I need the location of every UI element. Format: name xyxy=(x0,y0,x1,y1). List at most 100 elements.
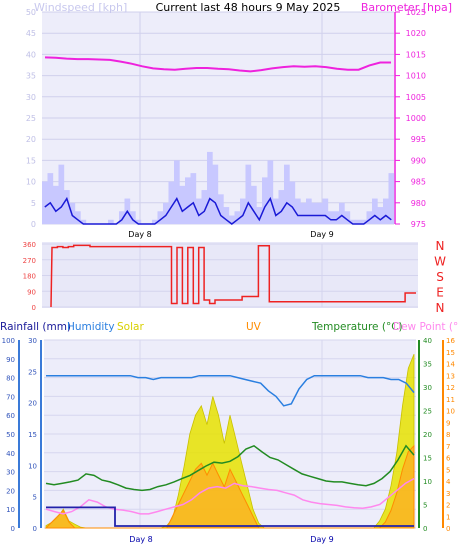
wind-y-tick: 5 xyxy=(31,199,36,208)
uv-y-tick: 4 xyxy=(446,478,451,486)
temperature-y-tick: 5 xyxy=(423,502,427,510)
barometer-label: Barometer [hpa] xyxy=(361,1,452,14)
rainfall-y-tick: 10 xyxy=(28,462,37,470)
climate-legend: Rainfall (mm)Humidity Solar UV Temperature … xyxy=(0,321,458,333)
wind-gust-bar xyxy=(350,219,356,224)
temperature-y-tick: 20 xyxy=(423,431,432,439)
uv-y-tick: 8 xyxy=(446,431,450,439)
uv-y-tick: 11 xyxy=(446,396,455,404)
wind-gust-bar xyxy=(201,190,208,224)
wind-grid: 0510152025303540455097598098599099510001… xyxy=(26,8,426,239)
uv-y-tick: 9 xyxy=(446,419,450,427)
wind-series xyxy=(42,56,395,225)
wind-gust-bar xyxy=(245,164,252,224)
wind-gust-bar xyxy=(130,211,136,224)
wind-y-tick: 40 xyxy=(26,50,36,59)
wind-gust-bar xyxy=(58,164,65,224)
compass-label: S xyxy=(436,270,444,284)
wind-gust-bar xyxy=(229,215,235,224)
chart-title: Current last 48 hours 9 May 2025 xyxy=(156,1,341,14)
barometer-line xyxy=(44,56,391,73)
rainfall-y-tick: 30 xyxy=(28,337,37,345)
humidity-y-tick: 10 xyxy=(6,506,15,514)
barometer-y-tick: 995 xyxy=(411,135,426,144)
wind-gust-bar xyxy=(322,198,329,224)
wind-gust-bar xyxy=(163,202,169,224)
temperature-y-tick: 15 xyxy=(423,455,432,463)
barometer-y-tick: 990 xyxy=(411,156,426,165)
wind-gust-bar xyxy=(311,202,318,224)
wind-gust-bar xyxy=(344,211,351,224)
wind-gust-bar xyxy=(64,190,70,224)
wind-gust-bar xyxy=(333,211,340,224)
barometer-y-tick: 985 xyxy=(411,178,426,187)
direction-series xyxy=(50,244,416,308)
barometer-y-tick: 1015 xyxy=(406,50,426,59)
wind-gust-bar xyxy=(366,211,373,224)
barometer-y-tick: 1005 xyxy=(406,93,426,102)
wind-gust-bar xyxy=(234,211,241,224)
wind-gust-bar xyxy=(256,207,263,224)
barometer-y-tick: 1020 xyxy=(406,29,426,38)
wind-gust-bar xyxy=(119,211,125,224)
wind-gust-bar xyxy=(361,219,367,224)
temperature-y-tick: 35 xyxy=(423,361,432,369)
wind-gust-bar xyxy=(212,164,219,224)
compass-label: N xyxy=(436,239,445,253)
temperature-y-tick: 0 xyxy=(423,525,427,533)
wind-gust-bar xyxy=(47,173,54,224)
climate-axes: 0102030405060708090100051015202530051015… xyxy=(2,337,456,544)
humidity-y-tick: 40 xyxy=(6,450,15,458)
legend-humidity: Humidity xyxy=(67,321,115,333)
climate-series xyxy=(44,353,415,529)
humidity-y-tick: 60 xyxy=(6,412,15,420)
wind-gust-bar xyxy=(267,160,274,224)
wind-gust-bar xyxy=(152,219,158,224)
humidity-y-tick: 90 xyxy=(6,356,15,364)
temperature-y-tick: 40 xyxy=(423,337,432,345)
direction-y-tick: 360 xyxy=(23,241,36,249)
humidity-y-tick: 80 xyxy=(6,375,15,383)
wind-left-label: Windspeed [kph] xyxy=(34,1,127,14)
wind-gust-bar xyxy=(278,190,285,224)
wind-direction-line xyxy=(50,244,416,308)
wind-gust-bar xyxy=(262,177,268,224)
wind-gust-bar xyxy=(135,219,142,224)
wind-gust-bar xyxy=(273,198,279,224)
humidity-y-tick: 100 xyxy=(2,337,15,345)
wind-gust-bar xyxy=(223,207,230,224)
wind-y-tick: 50 xyxy=(26,8,36,17)
wind-gust-bar xyxy=(289,181,296,224)
uv-y-tick: 6 xyxy=(446,455,451,463)
wind-y-tick: 45 xyxy=(26,29,36,38)
wind-x-tick: Day 8 xyxy=(128,230,151,239)
direction-y-tick: 90 xyxy=(27,288,36,296)
legend-rainfall: Rainfall (mm) xyxy=(0,321,71,333)
wind-y-tick: 25 xyxy=(26,114,36,123)
legend-solar: Solar xyxy=(117,321,144,333)
barometer-y-tick: 1010 xyxy=(406,72,426,81)
uv-y-tick: 0 xyxy=(446,525,450,533)
compass-label: E xyxy=(436,286,444,300)
barometer-y-tick: 980 xyxy=(411,199,426,208)
wind-gust-bar xyxy=(372,198,378,224)
temperature-y-tick: 25 xyxy=(423,408,432,416)
direction-y-tick: 0 xyxy=(32,304,36,312)
wind-gust-bar xyxy=(300,202,307,224)
wind-gust-bar xyxy=(190,173,197,224)
rainfall-y-tick: 5 xyxy=(33,494,37,502)
uv-y-tick: 5 xyxy=(446,466,450,474)
humidity-y-tick: 20 xyxy=(6,487,15,495)
temperature-line xyxy=(45,444,415,492)
wind-gust-bar xyxy=(185,177,191,224)
climate-x-tick: Day 9 xyxy=(310,535,333,544)
wind-gust-bar xyxy=(383,198,389,224)
barometer-y-tick: 975 xyxy=(411,220,426,229)
wind-y-tick: 10 xyxy=(26,178,36,187)
wind-gust-bar xyxy=(388,173,395,224)
rainfall-y-tick: 20 xyxy=(28,400,37,408)
wind-gust-bar xyxy=(42,181,48,224)
temperature-y-tick: 30 xyxy=(423,384,432,392)
